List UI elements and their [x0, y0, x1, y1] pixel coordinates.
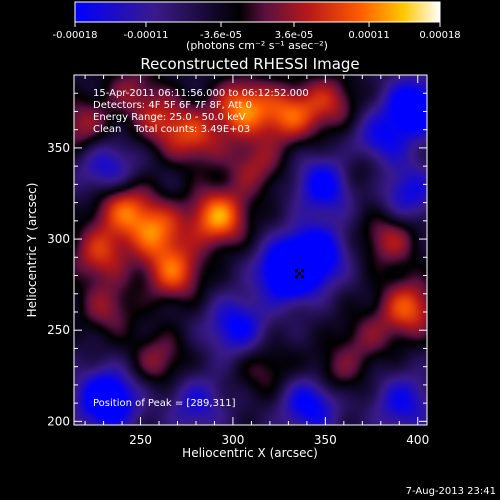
chart-title: Reconstructed RHESSI Image	[140, 55, 359, 73]
colorbar-tick-label: 0.00011	[348, 30, 389, 41]
colorbar-tick-label: -3.6e-05	[200, 30, 242, 41]
peak-marker-dot	[300, 269, 304, 273]
peak-marker-dot	[294, 269, 298, 273]
colorbar-tick-label: 0.00018	[419, 30, 460, 41]
y-axis-label: Heliocentric Y (arcsec)	[25, 183, 39, 318]
annotation-detectors: Detectors: 4F 5F 6F 7F 8F, Att 0	[93, 100, 252, 111]
y-tick-label: 250	[47, 323, 70, 337]
peak-marker	[294, 269, 304, 279]
y-tick-label: 300	[47, 232, 70, 246]
colorbar-ticks: -0.00018 -0.00011 -3.6e-05 3.6e-05 0.00011 0.…	[53, 22, 461, 41]
y-tick-label: 200	[47, 414, 70, 428]
heatmap-image	[74, 75, 427, 425]
colorbar-tick-label: 3.6e-05	[275, 30, 313, 41]
annotation-block: 15-Apr-2011 06:11:56.000 to 06:12:52.000…	[93, 88, 309, 135]
x-axis-label: Heliocentric X (arcsec)	[182, 446, 318, 460]
date-stamp: 7-Aug-2013 23:41	[406, 486, 496, 497]
annotation-total-counts: Clean Total counts: 3.49E+03	[93, 124, 250, 135]
x-tick-label: 250	[129, 433, 152, 447]
annotation-time-range: 15-Apr-2011 06:11:56.000 to 06:12:52.000	[93, 88, 309, 99]
y-tick-label: 350	[47, 141, 70, 155]
colorbar-gradient	[74, 1, 441, 23]
peak-marker-dot	[297, 272, 301, 276]
x-tick-label: 400	[406, 433, 429, 447]
colorbar-tick-label: -0.00018	[53, 30, 98, 41]
y-axis: 200 250 300 350	[47, 74, 427, 428]
x-axis: 250 300 350 400	[84, 75, 429, 447]
annotation-energy-range: Energy Range: 25.0 - 50.0 keV	[93, 112, 246, 123]
peak-marker-dot	[300, 275, 304, 279]
plot-frame	[73, 74, 428, 426]
colorbar-tick-label: -0.00011	[123, 30, 168, 41]
x-tick-label: 350	[314, 433, 337, 447]
x-tick-label: 300	[221, 433, 244, 447]
heatmap	[74, 75, 427, 425]
peak-position-label: Position of Peak = [289,311]	[93, 398, 236, 409]
colorbar: -0.00018 -0.00011 -3.6e-05 3.6e-05 0.00011 0.…	[53, 1, 461, 52]
colorbar-unit-label: (photons cm⁻² s⁻¹ asec⁻²)	[186, 39, 328, 52]
peak-marker-dot	[294, 275, 298, 279]
